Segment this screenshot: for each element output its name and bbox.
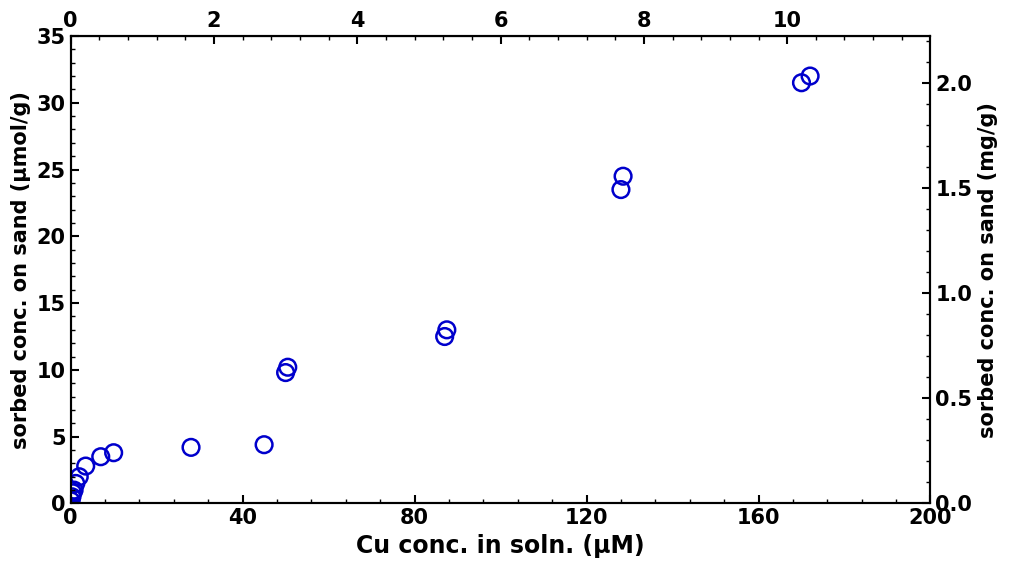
Point [72,472,88,481]
Y-axis label: sorbed conc. on sand (μmol/g): sorbed conc. on sand (μmol/g) [11,91,31,449]
Point [802,72,818,81]
Point [64,492,80,501]
Point [437,332,453,341]
Point [183,443,199,452]
Point [279,362,296,372]
Point [615,172,632,181]
Point [68,479,84,488]
Point [793,78,809,87]
Point [65,488,81,497]
Point [256,440,272,450]
Point [612,185,629,194]
Point [63,496,79,505]
Point [439,325,455,335]
Point [66,485,82,494]
Point [277,368,294,377]
Point [78,461,94,471]
Y-axis label: sorbed conc. on sand (mg/g): sorbed conc. on sand (mg/g) [978,102,998,438]
Point [63,503,79,512]
Point [106,448,122,457]
X-axis label: Cu conc. in soln. (μM): Cu conc. in soln. (μM) [356,534,645,558]
Point [93,452,109,461]
